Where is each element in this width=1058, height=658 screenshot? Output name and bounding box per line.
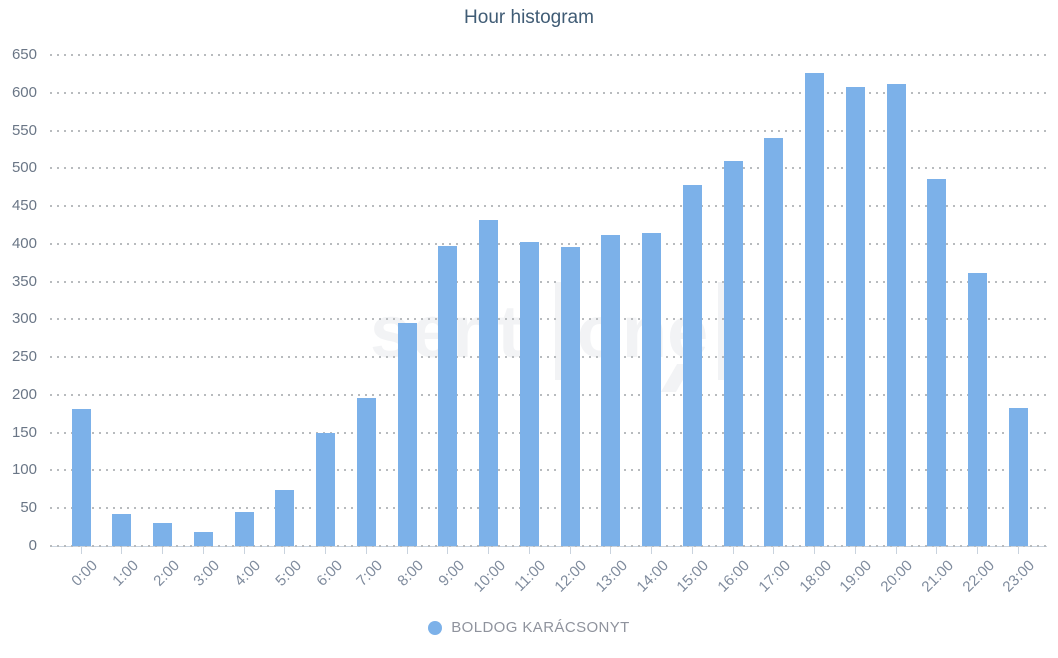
bar[interactable] bbox=[71, 408, 91, 546]
bar[interactable] bbox=[601, 234, 621, 546]
bar[interactable] bbox=[234, 512, 254, 546]
y-axis-label: 450 bbox=[11, 197, 37, 215]
bar[interactable] bbox=[1008, 407, 1028, 546]
y-axis-label: 50 bbox=[20, 499, 37, 517]
y-axis-label: 0 bbox=[28, 537, 37, 554]
y-gridline bbox=[50, 545, 1047, 547]
x-axis-tick bbox=[80, 547, 82, 554]
bar[interactable] bbox=[927, 178, 947, 546]
y-gridline bbox=[50, 469, 1047, 472]
x-axis-tick bbox=[202, 547, 204, 554]
x-axis-tick bbox=[895, 547, 897, 554]
bar[interactable] bbox=[438, 246, 458, 546]
y-gridline bbox=[50, 280, 1047, 283]
x-axis-tick bbox=[406, 547, 408, 554]
bar[interactable] bbox=[764, 138, 784, 546]
y-axis-label: 250 bbox=[11, 348, 37, 366]
bar[interactable] bbox=[682, 184, 702, 546]
y-axis-label: 400 bbox=[11, 234, 37, 252]
y-axis-label: 200 bbox=[11, 385, 37, 403]
y-axis-label: 600 bbox=[11, 83, 37, 101]
chart-title: Hour histogram bbox=[464, 7, 594, 28]
bar[interactable] bbox=[193, 532, 213, 546]
x-axis-tick bbox=[732, 547, 734, 554]
x-axis-tick bbox=[773, 547, 775, 554]
y-gridline bbox=[50, 507, 1047, 510]
bar[interactable] bbox=[275, 490, 295, 546]
x-axis-tick bbox=[243, 547, 245, 554]
bar[interactable] bbox=[845, 86, 865, 546]
y-gridline bbox=[50, 54, 1047, 56]
x-axis-tick bbox=[854, 547, 856, 554]
x-axis-tick bbox=[651, 547, 653, 554]
x-axis-tick bbox=[691, 547, 693, 554]
bar[interactable] bbox=[968, 272, 988, 546]
x-axis-tick bbox=[488, 547, 490, 554]
x-axis-tick bbox=[162, 547, 164, 554]
x-axis-tick bbox=[447, 547, 449, 554]
y-axis-label: 150 bbox=[11, 423, 37, 441]
bar[interactable] bbox=[153, 523, 173, 546]
y-gridline bbox=[50, 393, 1047, 396]
y-gridline bbox=[50, 167, 1047, 170]
x-axis-tick bbox=[121, 547, 123, 554]
y-axis-label: 500 bbox=[11, 159, 37, 177]
x-axis-tick bbox=[610, 547, 612, 554]
x-axis-tick bbox=[977, 547, 979, 554]
x-axis-tick bbox=[1017, 547, 1019, 554]
bar[interactable] bbox=[519, 242, 539, 546]
bar[interactable] bbox=[805, 73, 825, 546]
bar[interactable] bbox=[723, 160, 743, 546]
bar[interactable] bbox=[642, 232, 662, 546]
bar[interactable] bbox=[316, 432, 336, 546]
bar[interactable] bbox=[397, 323, 417, 546]
y-gridline bbox=[50, 91, 1047, 94]
bar[interactable] bbox=[886, 84, 906, 546]
y-gridline bbox=[50, 431, 1047, 434]
x-axis-tick bbox=[284, 547, 286, 554]
y-axis-label: 650 bbox=[11, 46, 37, 63]
y-axis-label: 100 bbox=[11, 461, 37, 479]
y-gridline bbox=[50, 205, 1047, 208]
y-axis-label: 550 bbox=[11, 121, 37, 139]
bar[interactable] bbox=[356, 397, 376, 546]
x-axis-tick bbox=[528, 547, 530, 554]
legend-item[interactable]: BOLDOG KARÁCSONYT bbox=[0, 619, 1058, 636]
y-axis-label: 350 bbox=[11, 272, 37, 290]
y-gridline bbox=[50, 242, 1047, 245]
y-axis-label: 300 bbox=[11, 310, 37, 328]
y-gridline bbox=[50, 356, 1047, 359]
y-gridline bbox=[50, 129, 1047, 132]
watermark: senti one bbox=[370, 282, 731, 392]
x-axis-tick bbox=[936, 547, 938, 554]
x-axis-tick bbox=[365, 547, 367, 554]
bar[interactable] bbox=[560, 246, 580, 546]
bar[interactable] bbox=[112, 514, 132, 546]
x-axis-tick bbox=[569, 547, 571, 554]
x-axis-tick bbox=[814, 547, 816, 554]
legend-marker-icon bbox=[428, 620, 443, 635]
legend-label: BOLDOG KARÁCSONYT bbox=[451, 619, 630, 636]
bar[interactable] bbox=[479, 220, 499, 546]
x-axis-tick bbox=[325, 547, 327, 554]
y-gridline bbox=[50, 318, 1047, 321]
